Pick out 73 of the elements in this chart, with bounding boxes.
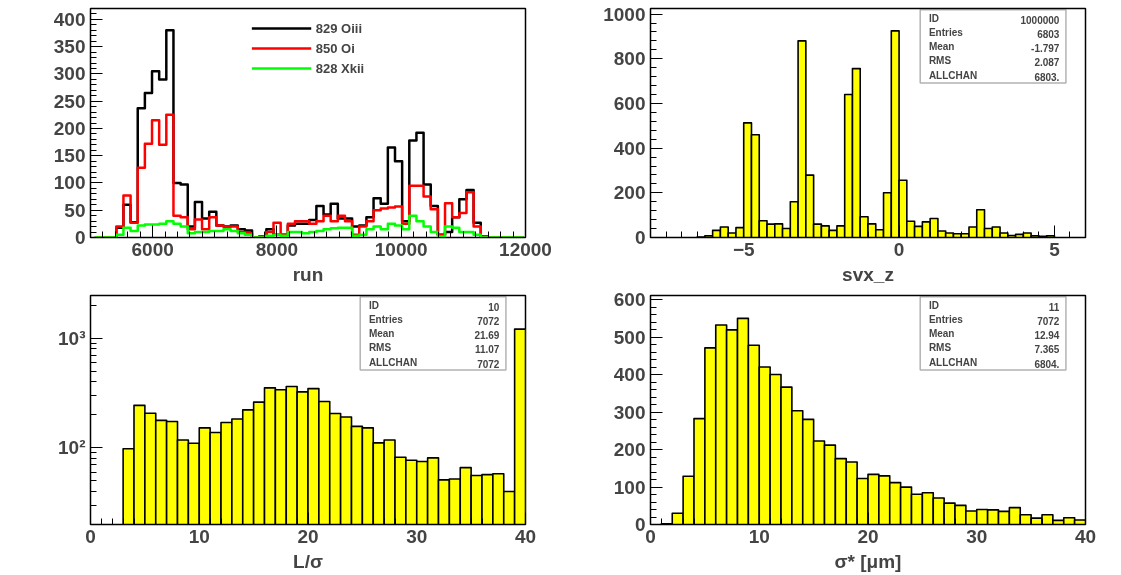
x-tick-label: 20 [857,525,879,547]
x-tick-label: 20 [297,525,319,547]
annotation: 1000000 [1020,14,1060,26]
y-tick-label: 100 [53,172,86,194]
annotation: ID [928,12,939,24]
x-axis-title: L/σ [293,550,323,572]
annotation: ID [928,299,939,311]
y-tick-label: 400 [613,364,646,386]
y-tick-label: 500 [613,326,646,348]
y-tick-label: 250 [53,90,86,112]
y-tick-label: 350 [53,36,86,58]
annotation: Entries [928,314,964,326]
annotation: Mean [928,41,955,53]
x-tick-label: −5 [732,238,755,260]
x-tick-label: 40 [1074,525,1097,547]
x-tick-label: 10 [748,525,770,547]
y-tick-label: 100 [613,476,646,498]
annotation: 12.94 [1034,330,1060,342]
annotation: RMS [368,342,392,354]
x-axis-title: svx_z [842,263,894,285]
annotation: ALLCHAN [928,356,978,368]
annotation: Entries [368,314,404,326]
legend-label: 850 Oi [315,40,355,56]
annotation: 6804. [1034,358,1060,370]
y-tick-label: 400 [613,137,646,159]
annotation: ALLCHAN [928,69,978,81]
y-tick-label: 300 [613,401,646,423]
annotation: 7072 [477,316,500,328]
x-tick-label: 8000 [255,238,299,260]
y-tick-label: 1000 [603,3,646,25]
annotation: 11.07 [474,344,500,356]
annotation: Mean [368,328,395,340]
annotation: 11 [1048,301,1060,313]
annotation: -1.797 [1031,43,1060,55]
annotation: Mean [928,328,955,340]
x-tick-label: 12000 [499,238,552,260]
y-tick-label: 50 [64,199,86,221]
x-tick-label: 6000 [131,238,174,260]
y-tick-label: 200 [613,439,646,461]
y-tick-label: 400 [53,8,86,30]
y-tick-label: 600 [613,92,646,114]
x-tick-label: 10 [188,525,210,547]
legend-label: 828 Xkii [315,60,365,76]
y-tick-label: 600 [613,289,646,311]
x-axis-title: σ* [μm] [834,550,902,572]
x-tick-label: 5 [1049,238,1061,260]
annotation: 6803 [1037,29,1060,41]
y-tick-label: 800 [613,48,646,70]
annotation: RMS [928,342,952,354]
annotation: 21.69 [474,330,500,342]
x-tick-label: 30 [406,525,428,547]
y-tick-label: 200 [53,117,86,139]
legend-label: 829 Oiii [315,20,363,36]
annotation: 7072 [1037,316,1060,328]
y-tick-label: 200 [613,182,646,204]
x-tick-label: 0 [893,238,905,260]
annotation: 6803. [1034,71,1060,83]
annotation: ID [368,299,379,311]
y-tick-label: 10³ [58,327,86,349]
y-tick-label: 150 [53,145,86,167]
annotation: 7072 [477,358,500,370]
annotation: Entries [928,27,964,39]
x-axis-title: run [292,263,324,285]
y-tick-label: 10² [58,437,86,459]
annotation: ALLCHAN [368,356,418,368]
x-tick-label: 10000 [374,238,428,260]
annotation: RMS [928,55,952,67]
annotation: 2.087 [1034,57,1060,69]
x-tick-label: 30 [966,525,988,547]
annotation: 7.365 [1034,344,1060,356]
y-tick-label: 300 [53,63,86,85]
annotation: 10 [488,301,500,313]
x-tick-label: 40 [514,525,537,547]
